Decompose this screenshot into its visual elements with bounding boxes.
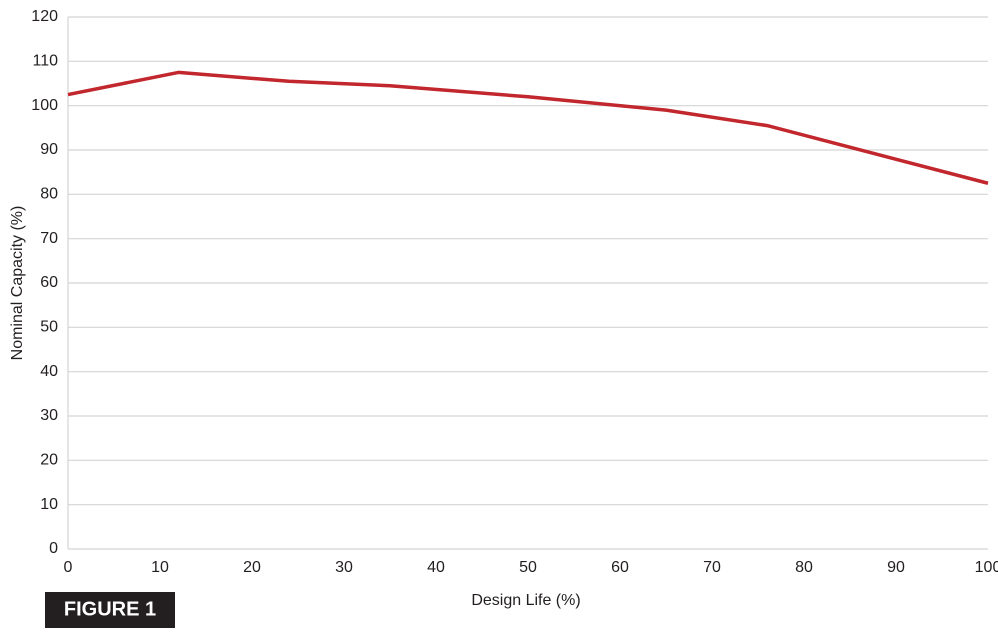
data-line (67, 70, 989, 185)
y-tick-label: 0 (49, 540, 58, 557)
y-tick-label: 20 (40, 452, 58, 469)
x-tick-label: 0 (64, 559, 73, 576)
x-tick-label: 40 (427, 559, 445, 576)
x-tick-label: 50 (519, 559, 537, 576)
y-axis-label: Nominal Capacity (%) (9, 206, 26, 361)
x-tick-label: 20 (243, 559, 261, 576)
y-tick-label: 90 (40, 141, 58, 158)
y-tick-label: 60 (40, 274, 58, 291)
y-tick-label: 120 (31, 8, 58, 25)
y-tick-label: 30 (40, 407, 58, 424)
y-tick-label: 50 (40, 319, 58, 336)
x-tick-label: 30 (335, 559, 353, 576)
y-tick-label: 100 (31, 97, 58, 114)
y-tick-label: 80 (40, 186, 58, 203)
x-tick-label: 80 (795, 559, 813, 576)
x-tick-label: 100 (975, 559, 998, 576)
x-tick-label: 70 (703, 559, 721, 576)
figure-label: FIGURE 1 (64, 598, 156, 620)
y-tick-label: 70 (40, 230, 58, 247)
x-tick-label: 60 (611, 559, 629, 576)
figure-label-box (45, 592, 175, 628)
y-tick-label: 10 (40, 496, 58, 513)
x-tick-label: 10 (151, 559, 169, 576)
y-tick-label: 110 (32, 53, 58, 70)
x-tick-label: 90 (887, 559, 905, 576)
x-axis-label: Design Life (%) (471, 592, 580, 609)
y-tick-label: 40 (40, 363, 58, 380)
